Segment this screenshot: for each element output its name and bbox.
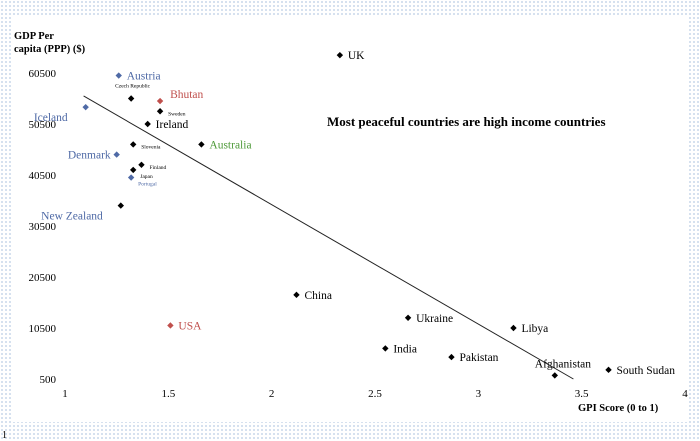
- scatter-chart: GDP Per capita (PPP) ($) Most peaceful c…: [14, 31, 688, 414]
- trend-line: [83, 95, 574, 380]
- x-tick-label-1.5: 1.5: [161, 388, 175, 400]
- point-label-new-zealand: New Zealand: [41, 211, 103, 223]
- point-label-austria: Austria: [127, 71, 161, 83]
- point-portugal: [127, 174, 135, 181]
- point-label-uk: UK: [348, 50, 365, 62]
- point-australia: [198, 141, 205, 148]
- y-tick-label-60500: 60500: [29, 68, 57, 80]
- point-label-sweden: Sweden: [168, 111, 186, 117]
- point-usa: [167, 322, 174, 329]
- point-bhutan: [156, 97, 164, 105]
- y-axis-title-line-2: capita (PPP) ($): [14, 44, 86, 55]
- chart-frame: GDP Per capita (PPP) ($) Most peaceful c…: [12, 17, 688, 422]
- point-label-bhutan: Bhutan: [170, 89, 203, 101]
- y-tick-label-40500: 40500: [29, 170, 57, 182]
- y-tick-label-20500: 20500: [29, 272, 57, 284]
- point-finland: [138, 161, 145, 168]
- point-label-pakistan: Pakistan: [459, 352, 498, 364]
- point-label-india: India: [393, 343, 417, 355]
- point-sweden: [156, 108, 164, 115]
- y-axis-title-line-1: GDP Per: [14, 31, 54, 42]
- point-label-afghanistan: Afghanistan: [535, 358, 591, 370]
- point-label-ireland: Ireland: [156, 119, 189, 131]
- x-tick-label-3: 3: [476, 388, 482, 400]
- x-tick-label-2.5: 2.5: [368, 388, 382, 400]
- point-pakistan: [448, 353, 455, 361]
- point-label-usa: USA: [178, 320, 202, 332]
- point-uk: [336, 51, 344, 59]
- point-south-sudan: [605, 366, 612, 374]
- footnote-marker: 1: [2, 430, 7, 441]
- y-tick-label-30500: 30500: [29, 221, 57, 233]
- x-axis-title: GPI Score (0 to 1): [578, 403, 659, 414]
- point-ireland: [144, 120, 151, 128]
- point-label-iceland: Iceland: [34, 112, 68, 124]
- x-tick-label-1: 1: [62, 388, 68, 400]
- x-tick-label-2: 2: [269, 388, 275, 400]
- point-label-japan: Japan: [140, 174, 153, 180]
- point-slovenia: [130, 141, 137, 148]
- point-label-ukraine: Ukraine: [416, 313, 453, 325]
- x-tick-label-3.5: 3.5: [575, 388, 589, 400]
- point-label-libya: Libya: [521, 323, 548, 335]
- point-label-portugal: Portugal: [138, 182, 157, 188]
- point-ukraine: [404, 314, 412, 321]
- point-czech-republic: [127, 95, 135, 102]
- point-label-china: China: [304, 290, 331, 302]
- y-tick-label-10500: 10500: [29, 323, 57, 335]
- point-label-denmark: Denmark: [68, 150, 111, 162]
- point-label-south-sudan: South Sudan: [617, 365, 676, 377]
- point-afghanistan: [551, 372, 558, 379]
- y-axis-title: GDP Per capita (PPP) ($): [14, 31, 86, 55]
- y-tick-label-500: 500: [40, 374, 57, 386]
- point-label-slovenia: Slovenia: [141, 144, 161, 150]
- point-libya: [510, 324, 517, 332]
- y-tick-label-50500: 50500: [29, 119, 57, 131]
- point-iceland: [82, 103, 89, 111]
- x-axis-ticks: 1 1.5 2 2.5 3 3.5 4: [62, 388, 688, 400]
- point-denmark: [113, 151, 120, 158]
- chart-title: Most peaceful countries are high income …: [327, 114, 606, 129]
- point-austria: [115, 72, 122, 79]
- point-label-finland: Finland: [149, 165, 166, 171]
- point-china: [293, 291, 300, 299]
- x-tick-label-4: 4: [682, 388, 688, 400]
- point-india: [382, 345, 389, 352]
- point-japan: [130, 166, 137, 174]
- point-new-zealand: [117, 202, 124, 209]
- point-label-australia: Australia: [209, 139, 251, 151]
- point-label-czech-republic: Czech Republic: [115, 84, 151, 90]
- y-axis-ticks: 500 10500 20500 30500 40500 50500 60500: [29, 68, 57, 386]
